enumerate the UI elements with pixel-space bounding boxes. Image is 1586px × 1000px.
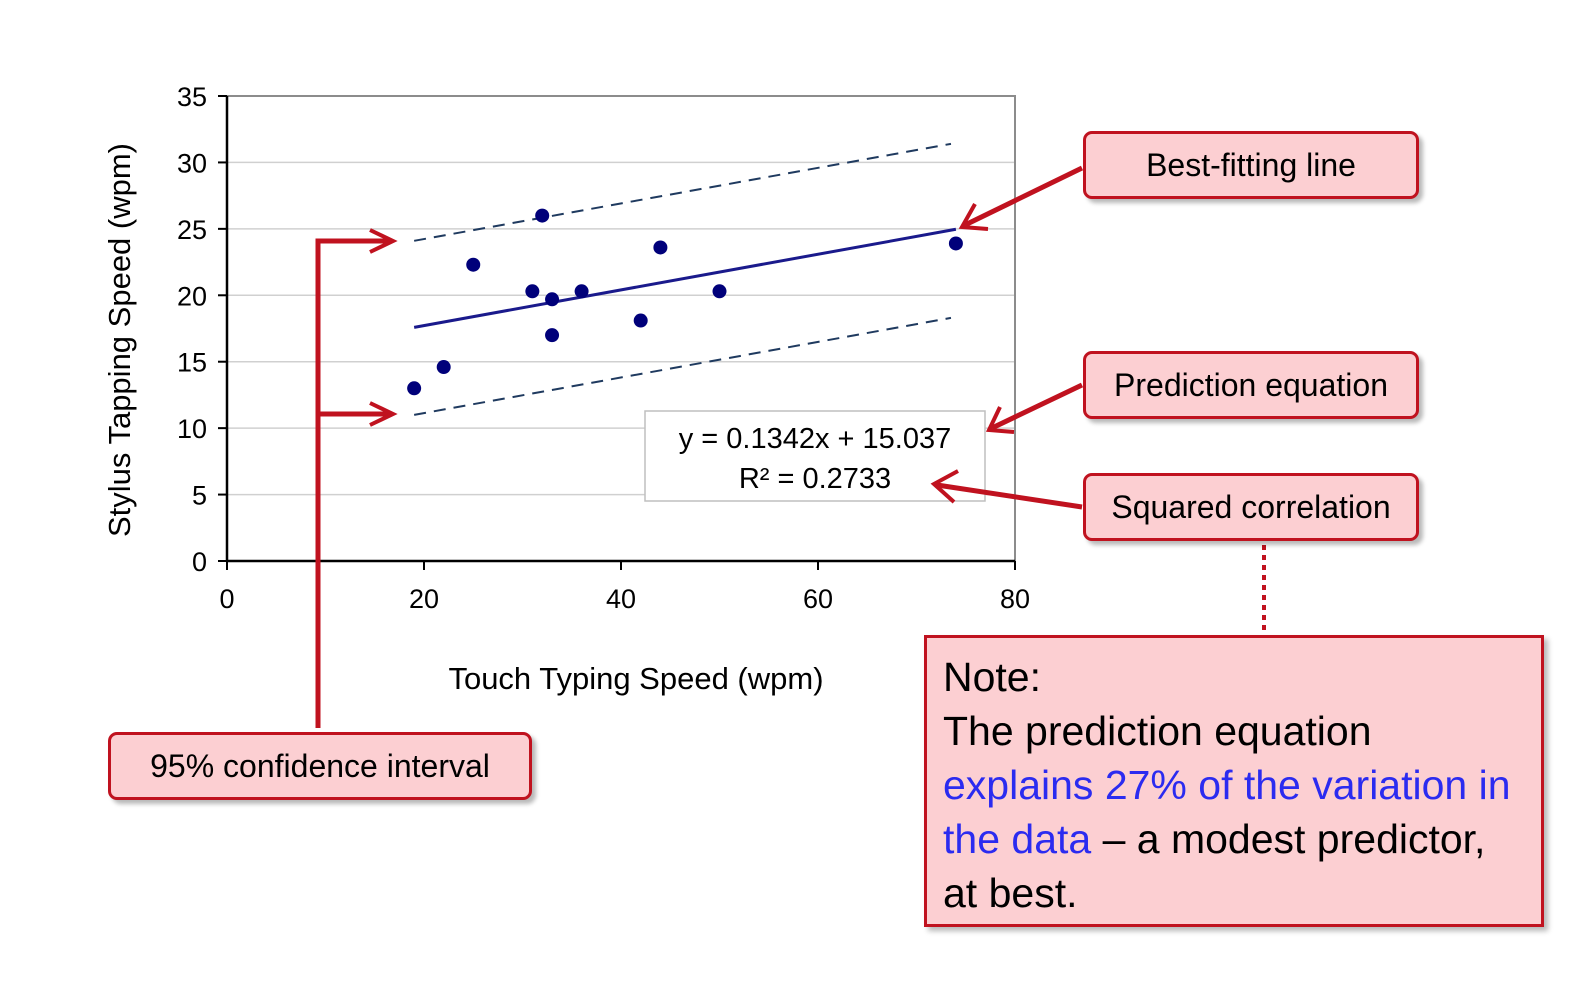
y-tick-label-30: 30 xyxy=(177,148,207,178)
confidence-bracket xyxy=(315,238,392,728)
note-rest: – a modest predictor, at best. xyxy=(943,816,1486,916)
y-tick-label-0: 0 xyxy=(192,547,207,577)
data-point-12 xyxy=(948,236,963,251)
equation-text: y = 0.1342x + 15.037 xyxy=(679,423,952,455)
confidence-lower-line xyxy=(413,316,952,416)
y-axis-title: Stylus Tapping Speed (wpm) xyxy=(102,143,137,537)
confidence-arrow-lower xyxy=(369,401,398,427)
data-point-2 xyxy=(436,360,451,375)
data-point-11 xyxy=(712,284,727,299)
prediction-arrow xyxy=(990,382,1084,431)
squared-arrowhead xyxy=(930,469,959,504)
confidence-upper-line xyxy=(413,142,952,242)
best-fit-arrowhead xyxy=(958,203,989,231)
y-tick-label-15: 15 xyxy=(177,348,207,378)
x-ticks: 0 20 40 60 80 xyxy=(219,561,1030,614)
data-point-10 xyxy=(653,240,668,255)
callout-best-fit: Best-fitting line xyxy=(1083,131,1419,199)
data-point-8 xyxy=(574,284,589,299)
data-point-5 xyxy=(535,208,550,223)
note-line1: The prediction equation xyxy=(943,708,1372,754)
best-fit-line xyxy=(413,227,957,329)
callout-confidence-interval: 95% confidence interval xyxy=(108,732,532,800)
y-tick-label-25: 25 xyxy=(177,215,207,245)
y-tick-label-5: 5 xyxy=(192,481,207,511)
y-tick-label-35: 35 xyxy=(177,82,207,112)
note-highlight: explains 27% of the variation in the dat… xyxy=(943,762,1511,862)
note-title: Note: xyxy=(943,654,1041,700)
callout-squared-correlation: Squared correlation xyxy=(1083,473,1419,541)
callout-prediction-equation: Prediction equation xyxy=(1083,351,1419,419)
data-point-1 xyxy=(407,381,422,396)
x-tick-label-40: 40 xyxy=(606,584,636,614)
x-tick-label-60: 60 xyxy=(803,584,833,614)
y-tick-label-20: 20 xyxy=(177,281,207,311)
confidence-arrow-upper xyxy=(369,228,398,254)
x-tick-label-0: 0 xyxy=(219,584,234,614)
prediction-arrowhead xyxy=(985,406,1015,434)
data-point-9 xyxy=(633,313,648,328)
data-points xyxy=(407,208,963,396)
r-squared-text: R² = 0.2733 xyxy=(739,463,891,495)
y-ticks: 0 5 10 15 20 25 30 35 xyxy=(177,82,227,577)
best-fit-arrow xyxy=(963,165,1084,228)
data-point-6 xyxy=(545,292,560,307)
x-tick-label-20: 20 xyxy=(409,584,439,614)
equation-box: y = 0.1342x + 15.037 R² = 0.2733 xyxy=(644,410,986,502)
x-tick-label-80: 80 xyxy=(1000,584,1030,614)
y-tick-label-10: 10 xyxy=(177,414,207,444)
data-point-4 xyxy=(525,284,540,299)
note-body: explains 27% of the variation in the dat… xyxy=(943,758,1525,920)
squared-arrow xyxy=(936,482,1083,510)
data-point-3 xyxy=(466,257,481,272)
note-box: Note: The prediction equation explains 2… xyxy=(924,635,1544,927)
data-point-7 xyxy=(545,328,560,343)
annotation-arrows xyxy=(315,165,1266,728)
x-axis-title: Touch Typing Speed (wpm) xyxy=(448,661,823,696)
